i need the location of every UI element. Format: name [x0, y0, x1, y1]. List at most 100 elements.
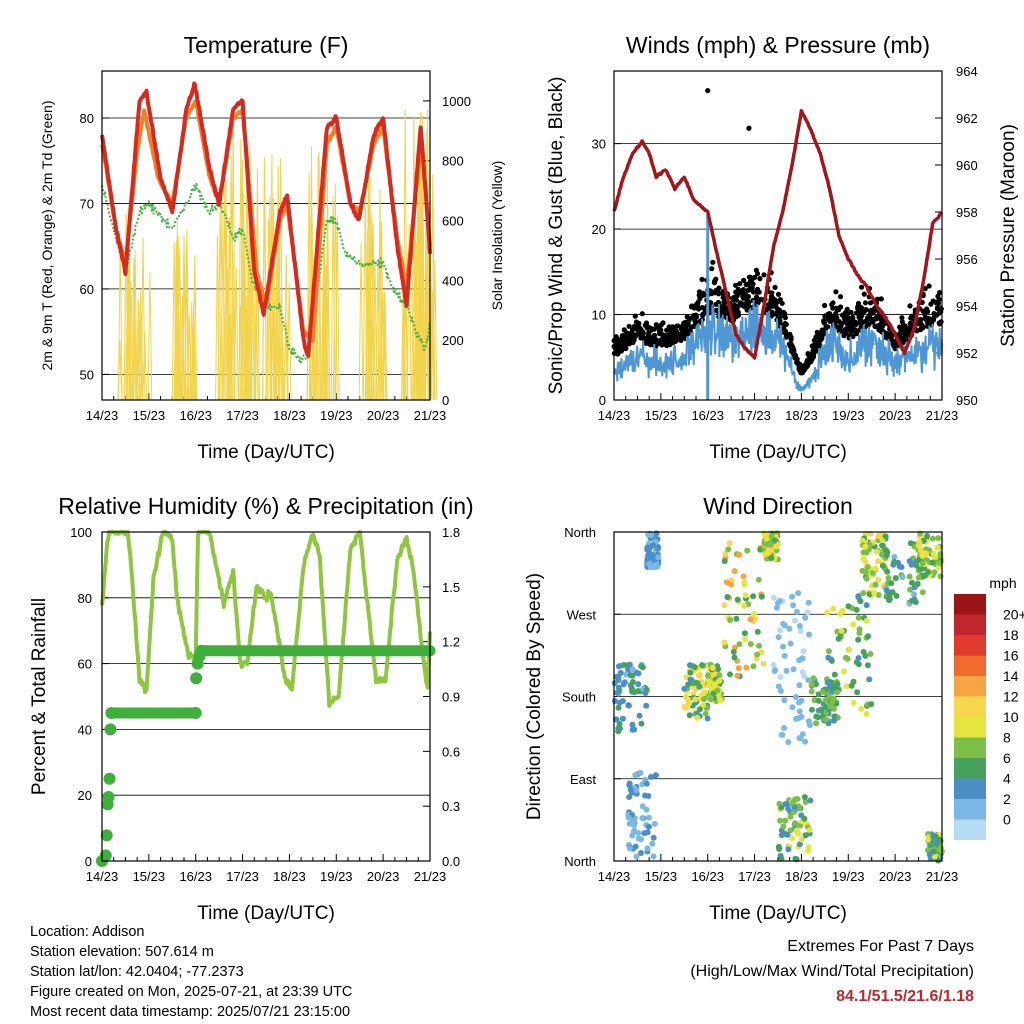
direction-point	[777, 627, 783, 634]
direction-point	[716, 677, 723, 684]
direction-point	[855, 655, 862, 661]
gust-point	[617, 339, 623, 345]
gust-point	[685, 328, 692, 334]
direction-point	[822, 704, 829, 711]
gust-point	[772, 297, 778, 303]
direction-point	[704, 704, 711, 711]
direction-point	[638, 836, 645, 843]
direction-point	[611, 680, 618, 687]
gust-point	[848, 309, 854, 315]
gust-point	[876, 327, 882, 333]
direction-point	[785, 739, 792, 745]
direction-point	[730, 648, 737, 655]
direction-point	[866, 591, 873, 598]
direction-point	[929, 535, 936, 542]
direction-point	[850, 621, 857, 628]
direction-point	[638, 850, 644, 856]
direction-point	[789, 593, 795, 600]
solar-spike	[140, 236, 146, 401]
direction-point	[907, 586, 914, 593]
solar-spike	[325, 177, 330, 401]
direction-point	[639, 815, 646, 822]
gust-point	[684, 314, 690, 320]
extremes-box: Extremes For Past 7 Days (High/Low/Max W…	[690, 934, 974, 1009]
gust-point	[837, 294, 844, 300]
gust-point	[827, 311, 833, 317]
y2-tick-label: 1000	[442, 94, 471, 109]
precip-point	[195, 644, 208, 657]
solar-spike	[262, 162, 267, 401]
colorbar-label: 16	[1003, 648, 1019, 664]
gust-point	[845, 319, 852, 326]
direction-point	[626, 820, 633, 827]
x-tick-label: 16/23	[691, 869, 724, 884]
direction-point	[648, 532, 655, 539]
direction-point	[824, 679, 831, 686]
y2-tick-label: 0	[442, 393, 449, 408]
plot-frame	[101, 70, 431, 401]
direction-point	[872, 565, 879, 572]
direction-point	[616, 721, 623, 727]
x-tick-label: 18/23	[273, 408, 306, 423]
solar-spike	[219, 202, 225, 401]
direction-point	[924, 532, 931, 539]
gust-point	[822, 302, 828, 309]
y-tick-label: 100	[70, 525, 92, 540]
x-tick-label: 15/23	[133, 408, 166, 423]
gust-point	[772, 284, 778, 290]
direction-point	[801, 815, 808, 822]
gust-point	[892, 344, 898, 350]
x-tick-label: 15/23	[645, 408, 678, 423]
solar-spike	[321, 246, 326, 401]
colorbar-label: 2	[1003, 791, 1011, 807]
plot-frame	[101, 531, 431, 862]
direction-point	[692, 696, 699, 703]
x-tick-label: 16/23	[691, 408, 724, 423]
gust-point	[900, 338, 906, 344]
gust-point	[710, 259, 716, 265]
direction-point	[630, 817, 637, 824]
latlon-text: Station lat/lon: 42.0404; -77.2373	[30, 964, 244, 980]
direction-point	[804, 609, 811, 616]
extremes-subtitle: (High/Low/Max Wind/Total Precipitation)	[690, 963, 974, 980]
x-tick-label: 16/23	[179, 869, 212, 884]
temp2m-line	[100, 81, 432, 358]
direction-point	[792, 796, 799, 803]
direction-point	[705, 672, 711, 679]
direction-point	[831, 684, 838, 691]
solar-spike	[266, 219, 271, 401]
direction-point	[721, 639, 728, 646]
direction-point	[893, 592, 900, 599]
direction-point	[935, 564, 942, 571]
gust-point	[822, 313, 828, 319]
direction-point	[869, 569, 876, 576]
direction-point	[932, 838, 939, 845]
gust-point	[674, 331, 680, 337]
gust-point	[936, 310, 943, 316]
y-axis-label: Direction (Colored By Speed)	[524, 573, 545, 820]
colorbar-swatch	[954, 737, 986, 758]
extremes-title: Extremes For Past 7 Days	[787, 938, 974, 955]
direction-point	[805, 844, 812, 851]
direction-point	[841, 668, 847, 675]
direction-point	[790, 666, 797, 673]
gust-point	[700, 312, 706, 318]
gust-point	[782, 315, 788, 321]
direction-point	[925, 569, 932, 576]
direction-point	[786, 625, 793, 632]
gust-point	[850, 323, 856, 329]
gust-point	[741, 277, 747, 283]
direction-point	[844, 655, 851, 662]
solar-spike	[142, 331, 148, 401]
solar-spike	[250, 201, 256, 401]
direction-point	[635, 681, 642, 688]
solar-spike	[255, 169, 260, 401]
solar-spike	[423, 295, 429, 401]
direction-point	[850, 678, 857, 685]
direction-point	[808, 681, 815, 688]
direction-point	[780, 823, 787, 830]
colorbar-label: 14	[1003, 668, 1019, 684]
direction-point	[863, 549, 870, 556]
gust-point	[746, 125, 752, 131]
solar-spike	[136, 312, 141, 401]
